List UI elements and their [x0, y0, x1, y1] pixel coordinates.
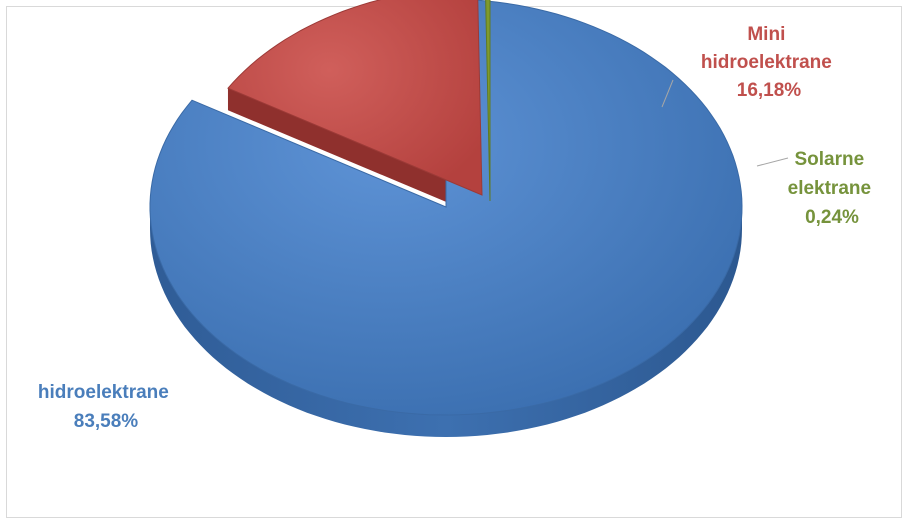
slice-mini-hidroelektrane-cut-face — [227, 88, 482, 218]
slice-label-solarne: Solarne elektrane 0,24% — [788, 149, 877, 228]
solarne-line2: elektrane — [788, 178, 871, 199]
mini-line1: Mini — [747, 24, 785, 45]
slice-hidroelektrane — [149, 0, 743, 416]
slice-solarne-elektrane — [485, 0, 491, 202]
solarne-value: 0,24% — [805, 207, 859, 228]
leader-line-mini — [661, 79, 674, 108]
slice-label-hidro: hidroelektrane 83,58% — [38, 382, 174, 432]
mini-line2: hidroelektrane — [701, 52, 832, 73]
mini-value: 16,18% — [737, 80, 802, 101]
hidro-value: 83,58% — [74, 411, 139, 432]
leader-line-solarne — [756, 157, 789, 167]
slice-mini-hidroelektrane — [227, 0, 483, 196]
solarne-line1: Solarne — [795, 149, 865, 170]
slice-label-mini-hidro: Mini hidroelektrane 16,18% — [701, 24, 837, 101]
hidro-line1: hidroelektrane — [38, 382, 169, 403]
